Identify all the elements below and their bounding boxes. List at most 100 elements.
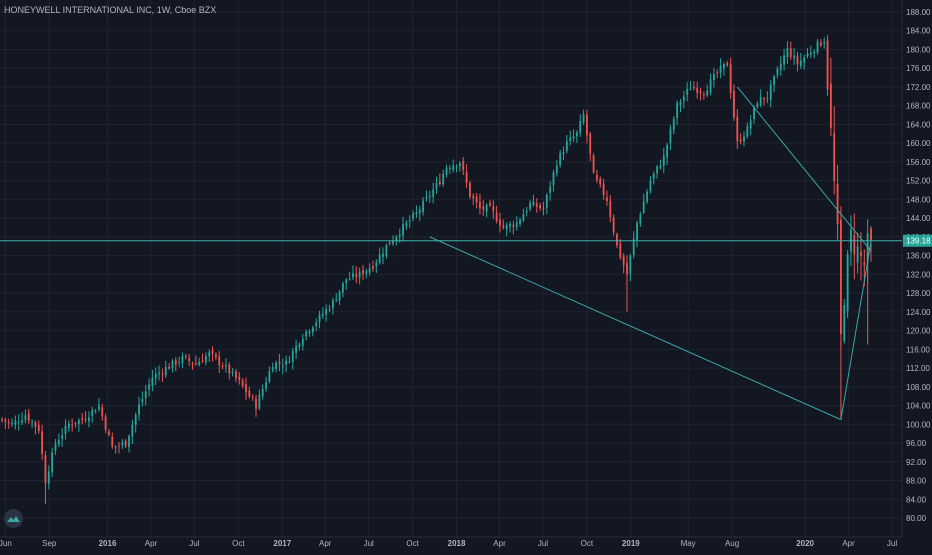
y-tick-label: 120.00 [906, 327, 931, 336]
candle-body [131, 424, 134, 437]
candle-body [221, 365, 224, 367]
y-tick-label: 164.00 [906, 120, 931, 129]
candle-body [24, 415, 27, 420]
candle-body [191, 363, 194, 365]
candle-body [542, 208, 545, 210]
candle-body [569, 137, 572, 142]
candle-body [255, 398, 257, 409]
candle-body [659, 165, 662, 168]
candle-body [21, 420, 23, 423]
x-tick-label: Jul [189, 539, 199, 548]
candle-body [295, 345, 298, 353]
candle-body [626, 263, 628, 275]
candle-body [629, 255, 632, 274]
candle-body [114, 446, 117, 448]
candle-body [465, 171, 468, 183]
candle-body [301, 338, 304, 346]
candle-body [34, 422, 37, 427]
candle-body [241, 380, 244, 386]
tradingview-mountain-icon[interactable] [4, 509, 23, 528]
candle-body [479, 201, 481, 209]
y-tick-label: 156.00 [906, 158, 931, 167]
x-tick-label: Jul [364, 539, 374, 548]
candle-body [154, 373, 157, 379]
candle-body [639, 214, 642, 224]
candle-body [418, 209, 421, 214]
candle-body [676, 102, 679, 119]
candle-body [104, 416, 107, 430]
candle-body [181, 356, 184, 364]
y-tick-label: 100.00 [906, 420, 931, 429]
candle-body [321, 313, 324, 316]
y-tick-label: 116.00 [906, 345, 930, 354]
y-tick-label: 172.00 [906, 83, 931, 92]
x-tick-label: 2020 [796, 539, 814, 548]
candle-body [565, 141, 568, 152]
candle-body [806, 53, 809, 57]
candle-body [251, 397, 254, 399]
last-price-label: 139.18 [906, 237, 931, 246]
candle-body [729, 64, 732, 93]
candle-body [455, 166, 458, 168]
candle-body [422, 200, 425, 212]
candle-body [318, 314, 321, 322]
candle-body [636, 222, 638, 240]
candle-body [863, 262, 866, 266]
candle-body [398, 234, 401, 237]
candle-body [763, 98, 765, 100]
x-tick-label: Jun [0, 539, 12, 548]
y-tick-label: 184.00 [906, 27, 931, 36]
candle-body [268, 371, 271, 382]
candle-body [552, 172, 555, 186]
x-tick-label: Sep [42, 539, 57, 548]
candle-body [335, 299, 338, 301]
candle-body [118, 445, 120, 447]
candle-body [174, 360, 177, 365]
candle-body [315, 322, 318, 327]
candle-body [829, 83, 832, 129]
candle-body [67, 423, 70, 428]
candle-body [51, 452, 54, 473]
candle-body [44, 455, 47, 484]
candle-body [619, 243, 622, 258]
candle-body [816, 41, 819, 53]
candle-body [706, 90, 709, 96]
candle-body [218, 356, 221, 366]
candle-body [382, 253, 384, 257]
candle-body [308, 331, 311, 334]
candle-body [271, 367, 274, 372]
candle-body [632, 238, 635, 255]
candle-body [74, 423, 77, 425]
candle-body [656, 166, 659, 174]
candle-body [352, 273, 354, 278]
candle-body [545, 194, 548, 208]
candle-body [719, 66, 722, 73]
candle-body [57, 440, 60, 445]
candle-body [559, 152, 562, 166]
candle-body [823, 42, 826, 44]
candle-body [582, 114, 585, 123]
candle-body [161, 373, 164, 375]
y-tick-label: 92.00 [906, 458, 927, 467]
y-tick-label: 104.00 [906, 402, 931, 411]
candle-body [589, 133, 592, 154]
candle-body [592, 155, 595, 173]
candle-body [669, 128, 672, 144]
candle-body [609, 200, 612, 217]
candle-body [469, 182, 471, 197]
candle-body [4, 419, 7, 422]
candle-body [275, 362, 277, 369]
candle-body [311, 327, 314, 333]
candle-body [171, 360, 174, 369]
candle-body [368, 268, 371, 273]
x-tick-label: Apr [842, 539, 855, 548]
candle-body [261, 388, 264, 397]
candle-body [331, 300, 334, 309]
candle-body [164, 366, 167, 376]
candle-body [158, 372, 161, 375]
candle-body [375, 262, 378, 267]
candle-body [776, 68, 779, 76]
candle-body [572, 136, 575, 139]
